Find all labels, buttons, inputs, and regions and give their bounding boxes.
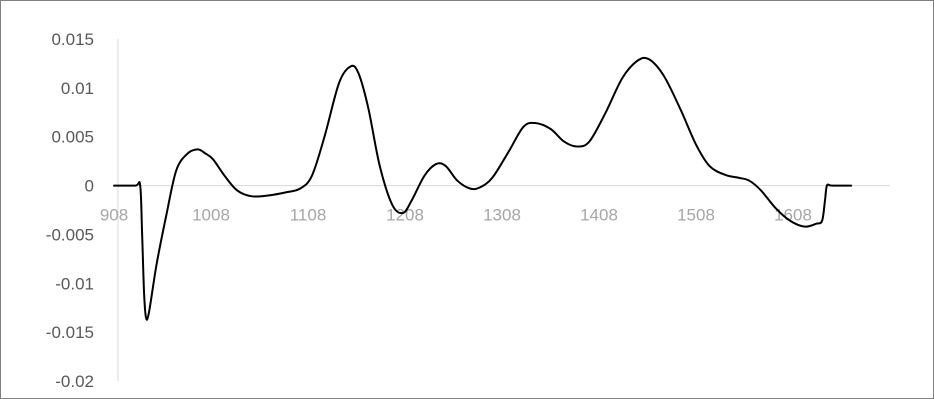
series-line [113, 56, 853, 321]
x-tick-label: 1208 [386, 206, 424, 225]
y-tick-label: 0.01 [61, 79, 94, 98]
x-tick-label: 1108 [290, 206, 327, 225]
x-tick-label: 1308 [483, 206, 521, 225]
y-tick-label: -0.01 [55, 274, 94, 293]
series-layer [113, 56, 853, 321]
y-tick-label: 0.015 [51, 30, 94, 49]
y-tick-label: 0 [85, 177, 94, 196]
y-tick-label: 0.005 [51, 128, 94, 147]
x-tick-label: 908 [100, 206, 128, 225]
y-tick-label: -0.015 [46, 323, 94, 342]
y-tick-label: -0.005 [46, 225, 94, 244]
x-tick-label: 1408 [580, 206, 618, 225]
x-tick-label: 1508 [677, 206, 715, 225]
x-axis: 908 1008 1108 1208 1308 1408 1508 1608 [100, 185, 890, 225]
y-tick-label: -0.02 [55, 372, 94, 391]
x-tick-label: 1008 [192, 206, 230, 225]
x-tick-label: 1608 [774, 206, 812, 225]
y-axis: 0.015 0.01 0.005 0 -0.005 -0.01 -0.015 -0.02 [46, 30, 119, 391]
